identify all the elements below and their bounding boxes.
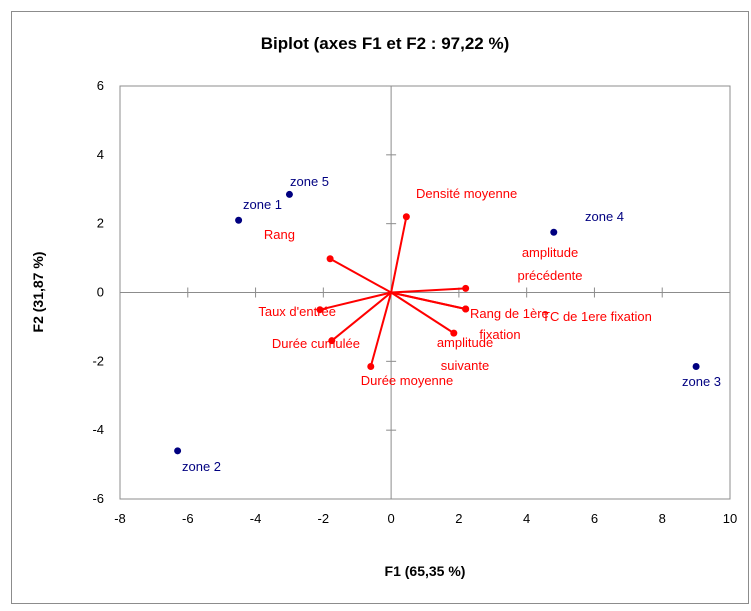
observation-label: zone 1 <box>243 197 282 212</box>
vector-endpoint <box>328 337 336 345</box>
observation-point <box>174 447 182 455</box>
vector-endpoint <box>402 213 410 221</box>
observation-point <box>550 228 558 236</box>
variable-label: suivante <box>441 358 489 373</box>
vector-endpoint <box>316 306 324 314</box>
variable-label: Rang <box>264 227 295 242</box>
variable-vector <box>331 291 392 342</box>
variable-label: précédente <box>517 268 582 283</box>
variable-label: fixation <box>479 327 520 342</box>
variable-vector <box>390 216 408 293</box>
variable-vector <box>390 291 455 334</box>
chart-area: Biplot (axes F1 et F2 : 97,22 %) -8 -6 -4 -… <box>11 11 749 604</box>
variable-vector <box>390 291 466 310</box>
variable-vector <box>329 257 392 294</box>
vector-endpoint <box>326 255 334 263</box>
observation-point <box>285 190 293 198</box>
vector-endpoint <box>367 362 375 370</box>
observation-point <box>692 362 700 370</box>
y-tick-label: 0 <box>97 285 104 300</box>
x-tick-label: 0 <box>387 511 394 526</box>
observation-label: zone 3 <box>682 374 721 389</box>
x-tick-label: -6 <box>182 511 194 526</box>
y-axis-title: F2 (31,87 %) <box>30 252 46 333</box>
x-tick-label: 10 <box>723 511 737 526</box>
variable-label: Densité moyenne <box>416 186 517 201</box>
variable-vector <box>391 287 466 294</box>
observation-label: zone 2 <box>182 459 221 474</box>
observation-point <box>235 216 243 224</box>
chart-title: Biplot (axes F1 et F2 : 97,22 %) <box>261 34 509 53</box>
vector-endpoint <box>450 329 458 337</box>
x-tick-label: -8 <box>114 511 126 526</box>
y-tick-label: 2 <box>97 216 104 231</box>
x-tick-label: -2 <box>318 511 330 526</box>
x-axis-title: F1 (65,35 %) <box>385 563 466 579</box>
variable-label: Durée moyenne <box>361 373 454 388</box>
vector-endpoint <box>462 305 470 313</box>
observation-label: zone 5 <box>290 174 329 189</box>
vector-endpoint <box>462 284 470 292</box>
y-tick-label: 6 <box>97 78 104 93</box>
observation-label: zone 4 <box>585 209 624 224</box>
variable-label: amplitude <box>437 335 493 350</box>
variable-label: Rang de 1ère <box>470 306 549 321</box>
x-tick-label: 6 <box>591 511 598 526</box>
y-tick-label: -6 <box>92 491 104 506</box>
x-tick-label: 8 <box>659 511 666 526</box>
y-tick-label: -2 <box>92 353 104 368</box>
variable-label: Durée cumulée <box>272 336 360 351</box>
variable-label: Taux d'entrée <box>258 304 336 319</box>
variable-vectors <box>316 213 470 370</box>
x-tick-label: 4 <box>523 511 530 526</box>
variable-vector <box>369 292 393 367</box>
y-tick-label: 4 <box>97 147 104 162</box>
y-tick-label: -4 <box>92 422 104 437</box>
variable-label: TC de 1ere fixation <box>542 309 652 324</box>
observation-points <box>174 190 700 455</box>
variable-vector <box>319 291 392 311</box>
x-tick-label: -4 <box>250 511 262 526</box>
biplot-svg: Biplot (axes F1 et F2 : 97,22 %) -8 -6 -4 -… <box>30 34 737 579</box>
labels: Densité moyenne Rang amplitude précédente Ra… <box>182 174 721 474</box>
x-tick-label: 2 <box>455 511 462 526</box>
variable-label: amplitude <box>522 245 578 260</box>
